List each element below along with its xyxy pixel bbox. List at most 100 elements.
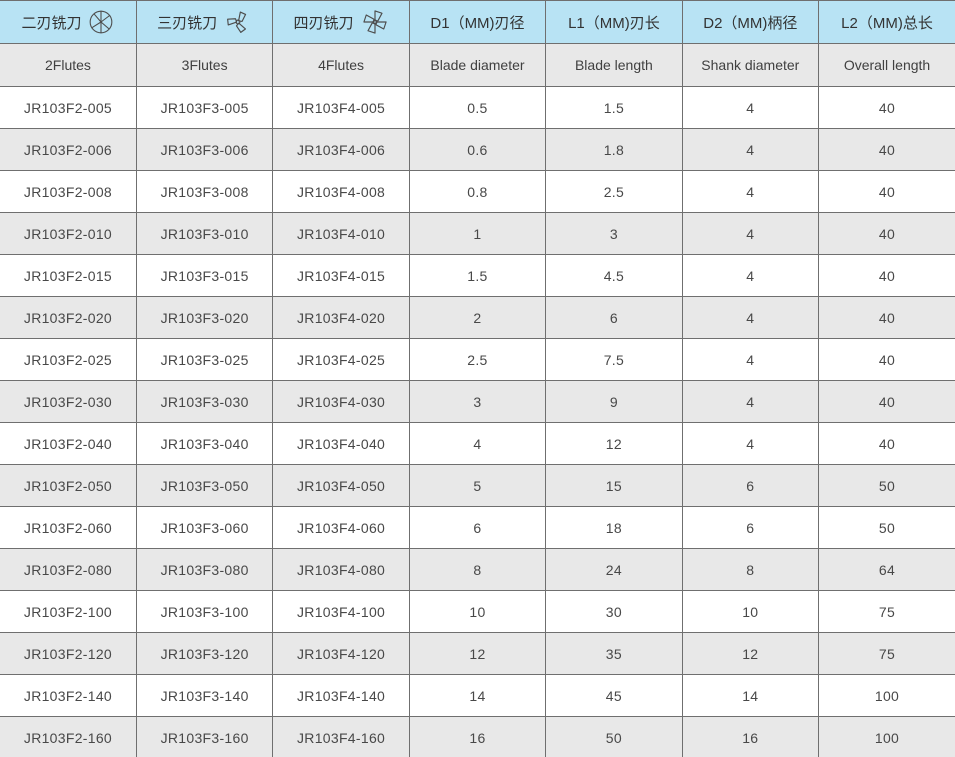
column-header-l2: L2（MM)总长 <box>818 0 955 44</box>
overall-length-cell: 40 <box>818 254 955 297</box>
table-row: JR103F2-140 JR103F3-140 JR103F4-140 14 45 14 1… <box>0 674 955 717</box>
model-4flute-cell: JR103F4-120 <box>272 632 410 675</box>
model-3flute-cell: JR103F3-010 <box>135 212 274 255</box>
model-4flute-cell: JR103F4-015 <box>272 254 410 297</box>
overall-length-cell: 40 <box>818 212 955 255</box>
column-header-l1: L1（MM)刃长 <box>545 0 683 44</box>
model-3flute-cell: JR103F3-006 <box>135 128 274 171</box>
column-subheader-4flutes: 4Flutes <box>272 43 410 87</box>
model-2flute-cell: JR103F2-080 <box>0 548 137 591</box>
table-row: JR103F2-040 JR103F3-040 JR103F4-040 4 12 4 40 <box>0 422 955 465</box>
shank-diameter-cell: 8 <box>681 548 820 591</box>
overall-length-cell: 40 <box>818 86 955 129</box>
overall-length-cell: 100 <box>818 716 955 757</box>
model-2flute-cell: JR103F2-100 <box>0 590 137 633</box>
blade-length-cell: 50 <box>545 716 683 757</box>
table-row: JR103F2-025 JR103F3-025 JR103F4-025 2.5 7.5 4… <box>0 338 955 381</box>
table-row: JR103F2-080 JR103F3-080 JR103F4-080 8 24 8 64 <box>0 548 955 591</box>
shank-diameter-cell: 4 <box>681 86 820 129</box>
overall-length-cell: 64 <box>818 548 955 591</box>
shank-diameter-cell: 4 <box>681 254 820 297</box>
column-subheader-blade-length: Blade length <box>545 43 683 87</box>
overall-length-cell: 40 <box>818 128 955 171</box>
model-3flute-cell: JR103F3-015 <box>135 254 274 297</box>
model-3flute-cell: JR103F3-005 <box>135 86 274 129</box>
blade-diameter-cell: 8 <box>408 548 547 591</box>
column-header-2flute: 二刃铣刀 <box>0 0 137 44</box>
shank-diameter-cell: 4 <box>681 128 820 171</box>
shank-diameter-cell: 14 <box>681 674 820 717</box>
model-4flute-cell: JR103F4-040 <box>272 422 410 465</box>
table-row: JR103F2-008 JR103F3-008 JR103F4-008 0.8 2.5 4… <box>0 170 955 213</box>
blade-length-cell: 35 <box>545 632 683 675</box>
model-4flute-cell: JR103F4-060 <box>272 506 410 549</box>
model-2flute-cell: JR103F2-050 <box>0 464 137 507</box>
shank-diameter-cell: 16 <box>681 716 820 757</box>
blade-diameter-cell: 2.5 <box>408 338 547 381</box>
model-2flute-cell: JR103F2-030 <box>0 380 137 423</box>
model-3flute-cell: JR103F3-008 <box>135 170 274 213</box>
column-header-label: L2（MM)总长 <box>841 14 933 32</box>
model-3flute-cell: JR103F3-160 <box>135 716 274 757</box>
overall-length-cell: 40 <box>818 170 955 213</box>
overall-length-cell: 40 <box>818 422 955 465</box>
model-4flute-cell: JR103F4-050 <box>272 464 410 507</box>
three-flute-endmill-icon <box>227 11 247 33</box>
column-header-label: 四刃铣刀 <box>293 14 354 32</box>
table-header: 二刃铣刀 三刃铣刀 <box>0 0 955 87</box>
table-row: JR103F2-060 JR103F3-060 JR103F4-060 6 18 6 50 <box>0 506 955 549</box>
blade-diameter-cell: 0.5 <box>408 86 547 129</box>
model-3flute-cell: JR103F3-140 <box>135 674 274 717</box>
blade-diameter-cell: 2 <box>408 296 547 339</box>
model-3flute-cell: JR103F3-100 <box>135 590 274 633</box>
blade-length-cell: 24 <box>545 548 683 591</box>
model-4flute-cell: JR103F4-160 <box>272 716 410 757</box>
blade-diameter-cell: 1 <box>408 212 547 255</box>
column-header-label: D1（MM)刃径 <box>430 14 525 32</box>
overall-length-cell: 40 <box>818 296 955 339</box>
blade-length-cell: 12 <box>545 422 683 465</box>
blade-diameter-cell: 0.8 <box>408 170 547 213</box>
model-2flute-cell: JR103F2-040 <box>0 422 137 465</box>
table-row: JR103F2-015 JR103F3-015 JR103F4-015 1.5 4.5 4… <box>0 254 955 297</box>
blade-length-cell: 1.5 <box>545 86 683 129</box>
model-3flute-cell: JR103F3-120 <box>135 632 274 675</box>
column-header-4flute: 四刃铣刀 <box>272 0 410 44</box>
blade-diameter-cell: 4 <box>408 422 547 465</box>
two-flute-endmill-icon <box>90 10 113 34</box>
shank-diameter-cell: 4 <box>681 338 820 381</box>
four-flute-endmill-icon <box>362 10 387 34</box>
model-3flute-cell: JR103F3-080 <box>135 548 274 591</box>
shank-diameter-cell: 12 <box>681 632 820 675</box>
table-row: JR103F2-030 JR103F3-030 JR103F4-030 3 9 4 40 <box>0 380 955 423</box>
model-2flute-cell: JR103F2-060 <box>0 506 137 549</box>
column-header-label: D2（MM)柄径 <box>703 14 798 32</box>
blade-length-cell: 9 <box>545 380 683 423</box>
blade-diameter-cell: 1.5 <box>408 254 547 297</box>
model-2flute-cell: JR103F2-008 <box>0 170 137 213</box>
table-row: JR103F2-120 JR103F3-120 JR103F4-120 12 35 12 7… <box>0 632 955 675</box>
model-3flute-cell: JR103F3-050 <box>135 464 274 507</box>
shank-diameter-cell: 4 <box>681 170 820 213</box>
model-3flute-cell: JR103F3-020 <box>135 296 274 339</box>
table-row: JR103F2-010 JR103F3-010 JR103F4-010 1 3 4 40 <box>0 212 955 255</box>
model-2flute-cell: JR103F2-015 <box>0 254 137 297</box>
blade-length-cell: 2.5 <box>545 170 683 213</box>
column-subheader-2flutes: 2Flutes <box>0 43 137 87</box>
table-row: JR103F2-050 JR103F3-050 JR103F4-050 5 15 6 50 <box>0 464 955 507</box>
model-3flute-cell: JR103F3-025 <box>135 338 274 381</box>
table-row: JR103F2-005 JR103F3-005 JR103F4-005 0.5 1.5 4… <box>0 86 955 129</box>
table-row: JR103F2-020 JR103F3-020 JR103F4-020 2 6 4 40 <box>0 296 955 339</box>
blade-diameter-cell: 3 <box>408 380 547 423</box>
column-header-d1: D1（MM)刃径 <box>408 0 547 44</box>
overall-length-cell: 50 <box>818 464 955 507</box>
blade-length-cell: 30 <box>545 590 683 633</box>
overall-length-cell: 75 <box>818 590 955 633</box>
blade-diameter-cell: 14 <box>408 674 547 717</box>
overall-length-cell: 75 <box>818 632 955 675</box>
shank-diameter-cell: 4 <box>681 422 820 465</box>
table-body: JR103F2-005 JR103F3-005 JR103F4-005 0.5 1.5 4… <box>0 86 955 757</box>
shank-diameter-cell: 4 <box>681 380 820 423</box>
column-header-label: 二刃铣刀 <box>21 14 82 32</box>
blade-diameter-cell: 10 <box>408 590 547 633</box>
